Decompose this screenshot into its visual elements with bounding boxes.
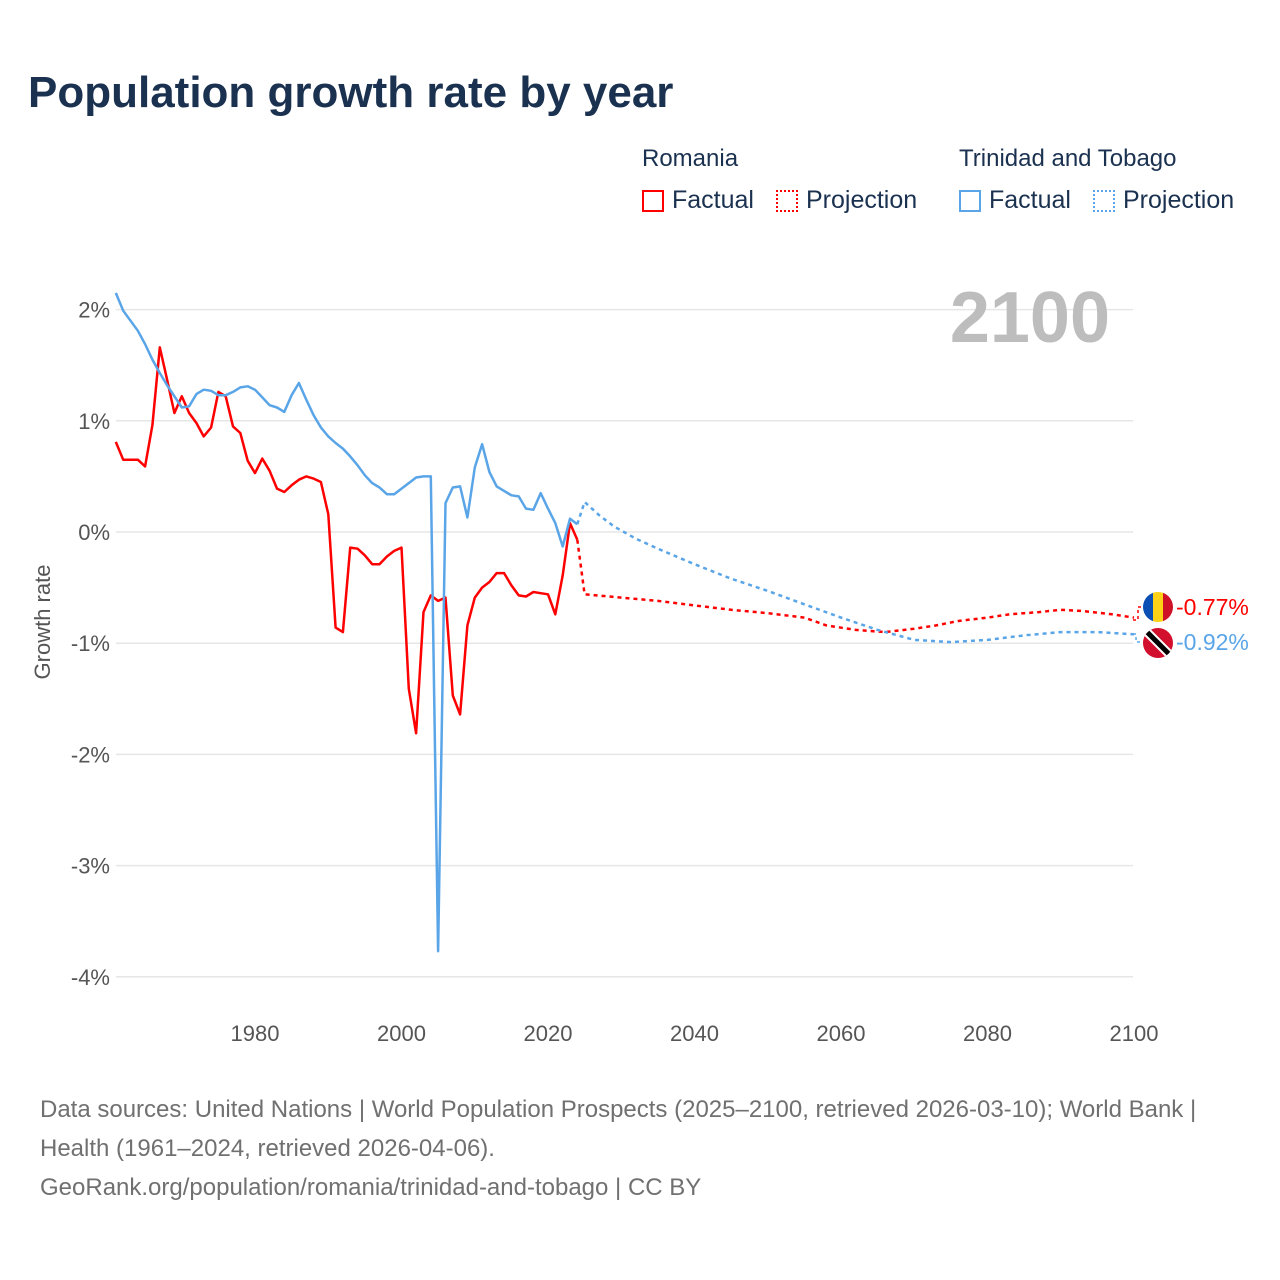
legend-group-trinidad: Trinidad and Tobago (959, 145, 1177, 172)
trinidad-flag-icon (1143, 628, 1173, 658)
legend-label: Factual (989, 186, 1071, 214)
romania-end-connector (1133, 606, 1145, 621)
legend-trinidad-projection[interactable]: Projection (1093, 186, 1234, 215)
trinidad-projection-line (576, 500, 1135, 644)
y-tick-label: -2% (71, 742, 110, 767)
legend-swatch-solid (642, 189, 664, 212)
trinidad-factual-line (114, 292, 579, 953)
legend-label: Projection (806, 186, 918, 214)
source-note: Data sources: United Nations | World Pop… (40, 1090, 1240, 1207)
x-tick-label: 2080 (963, 1021, 1012, 1046)
y-tick-label: -1% (71, 631, 110, 656)
legend-trinidad-factual[interactable]: Factual (959, 186, 1071, 215)
y-tick-label: 2% (78, 298, 110, 323)
source-link[interactable]: GeoRank.org/population/romania/trinidad-… (40, 1174, 702, 1201)
x-tick-label: 2100 (1110, 1021, 1159, 1046)
y-tick-label: 1% (78, 409, 110, 434)
x-tick-label: 2000 (377, 1021, 426, 1046)
y-tick-label: -4% (71, 965, 110, 990)
x-tick-label: 2020 (524, 1021, 573, 1046)
legend-romania-factual[interactable]: Factual (642, 186, 754, 215)
source-text: Data sources: United Nations | World Pop… (40, 1096, 1197, 1162)
x-tick-label: 2040 (670, 1021, 719, 1046)
romania-projection-line (576, 539, 1135, 634)
legend-label: Factual (672, 186, 754, 214)
chart-title: Population growth rate by year (28, 68, 674, 117)
y-axis-title: Growth rate (30, 565, 55, 680)
legend-swatch-solid (959, 189, 981, 212)
y-tick-label: -3% (71, 854, 110, 879)
trinidad-end-value: -0.92% (1176, 629, 1249, 655)
legend-group-romania: Romania (642, 145, 739, 172)
legend-label: Projection (1123, 186, 1235, 214)
legend-swatch-dotted (1093, 189, 1115, 212)
legend-swatch-dotted (776, 189, 798, 212)
romania-flag-icon (1143, 592, 1173, 622)
romania-end-value: -0.77% (1176, 594, 1249, 620)
legend-romania-projection[interactable]: Projection (776, 186, 917, 215)
current-year-label: 2100 (950, 278, 1110, 358)
x-tick-label: 2060 (817, 1021, 866, 1046)
trinidad-end-connector (1133, 633, 1145, 643)
y-tick-label: 0% (78, 520, 110, 545)
romania-factual-line (114, 346, 579, 735)
x-tick-label: 1980 (231, 1021, 280, 1046)
